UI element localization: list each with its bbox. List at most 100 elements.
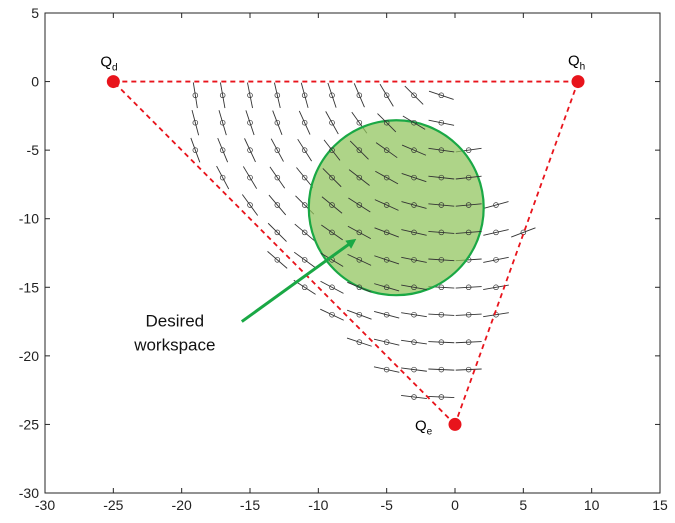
field-marker (274, 119, 281, 126)
reachable-triangle (112, 80, 579, 426)
field-segment (192, 82, 198, 109)
field-segment (217, 137, 229, 163)
point-Qh (571, 75, 585, 89)
field-segment (455, 313, 482, 316)
field-segment (374, 255, 400, 265)
field-marker (465, 311, 472, 318)
axes: -30 -25 -20 -15 -10 -5 0 5 10 15 5 0 -5 -10 -15 -20 -25 -… (19, 5, 668, 513)
field-marker (438, 202, 445, 208)
field-segment (373, 310, 400, 319)
field-marker (301, 92, 308, 99)
field-segment (401, 339, 427, 345)
field-segment (375, 170, 399, 185)
field-marker (493, 257, 499, 263)
orientation-field-over (320, 113, 482, 293)
field-marker (356, 92, 363, 99)
field-segment (428, 230, 455, 234)
field-segment (321, 224, 343, 241)
field-marker (383, 339, 390, 345)
field-segment (298, 110, 311, 135)
field-marker (301, 147, 308, 153)
field-marker (219, 147, 226, 153)
field-marker (493, 202, 499, 208)
field-marker (356, 339, 363, 345)
field-marker (438, 311, 445, 318)
field-segment (241, 194, 259, 216)
field-segment (294, 223, 315, 242)
field-segment (320, 280, 344, 294)
point-Qe (448, 417, 462, 431)
field-segment (404, 85, 424, 105)
field-marker (356, 174, 363, 181)
field-marker (438, 257, 445, 263)
field-segment (373, 366, 400, 373)
field-segment (327, 82, 337, 108)
field-marker (274, 229, 281, 236)
annotation-line-2: workspace (133, 335, 215, 354)
field-marker (465, 174, 472, 181)
point-label-Qh: Qh (568, 53, 585, 73)
field-marker (411, 339, 417, 345)
field-marker (329, 229, 335, 236)
field-segment (347, 253, 372, 266)
field-marker (411, 311, 417, 318)
desired-workspace-circle (307, 119, 485, 297)
field-segment (267, 222, 287, 242)
x-tick-label: -10 (308, 497, 328, 513)
field-marker (438, 339, 445, 345)
field-marker (411, 394, 417, 400)
x-tick-label: -15 (240, 497, 260, 513)
field-marker (247, 174, 253, 181)
field-segment (428, 203, 455, 207)
field-segment (374, 199, 399, 211)
field-marker (438, 92, 445, 99)
point-label-Qe: Qe (415, 417, 433, 437)
field-segment (353, 83, 365, 108)
field-segment (401, 144, 427, 156)
field-segment (320, 252, 344, 267)
field-marker (411, 202, 417, 208)
field-segment (320, 308, 344, 321)
field-marker (301, 119, 308, 126)
field-marker (329, 311, 335, 318)
field-marker (301, 202, 308, 208)
field-segment (268, 194, 287, 216)
field-segment (428, 119, 455, 126)
field-marker (493, 229, 499, 236)
field-marker (329, 174, 335, 181)
field-segment (483, 201, 509, 209)
field-segment (455, 175, 482, 180)
field-segment (483, 256, 509, 263)
field-marker (192, 119, 199, 126)
field-segment (455, 286, 482, 289)
field-segment (321, 196, 343, 214)
field-marker (274, 92, 281, 99)
field-marker (301, 257, 308, 263)
workspace-annotation: Desired workspace (133, 238, 357, 354)
field-segment (401, 395, 427, 399)
field-segment (269, 166, 286, 189)
field-segment (247, 82, 253, 109)
field-marker (274, 202, 281, 208)
field-marker (383, 366, 390, 373)
orientation-field (190, 82, 536, 400)
field-marker (383, 174, 390, 181)
field-segment (428, 147, 455, 153)
field-marker (438, 229, 445, 236)
corner-points: Qd Qh Qe (100, 53, 585, 438)
field-segment (402, 115, 426, 130)
field-segment (191, 110, 200, 136)
axes-frame (44, 12, 661, 494)
field-marker (192, 147, 199, 153)
field-segment (216, 165, 230, 190)
x-tick-label: 0 (451, 497, 459, 513)
x-tick-label: -5 (380, 497, 393, 513)
field-marker (383, 284, 390, 291)
field-segment (322, 168, 342, 188)
field-segment (377, 113, 397, 133)
field-marker (301, 229, 308, 236)
field-segment (455, 203, 482, 207)
field-marker (329, 284, 335, 291)
field-marker (383, 202, 390, 208)
